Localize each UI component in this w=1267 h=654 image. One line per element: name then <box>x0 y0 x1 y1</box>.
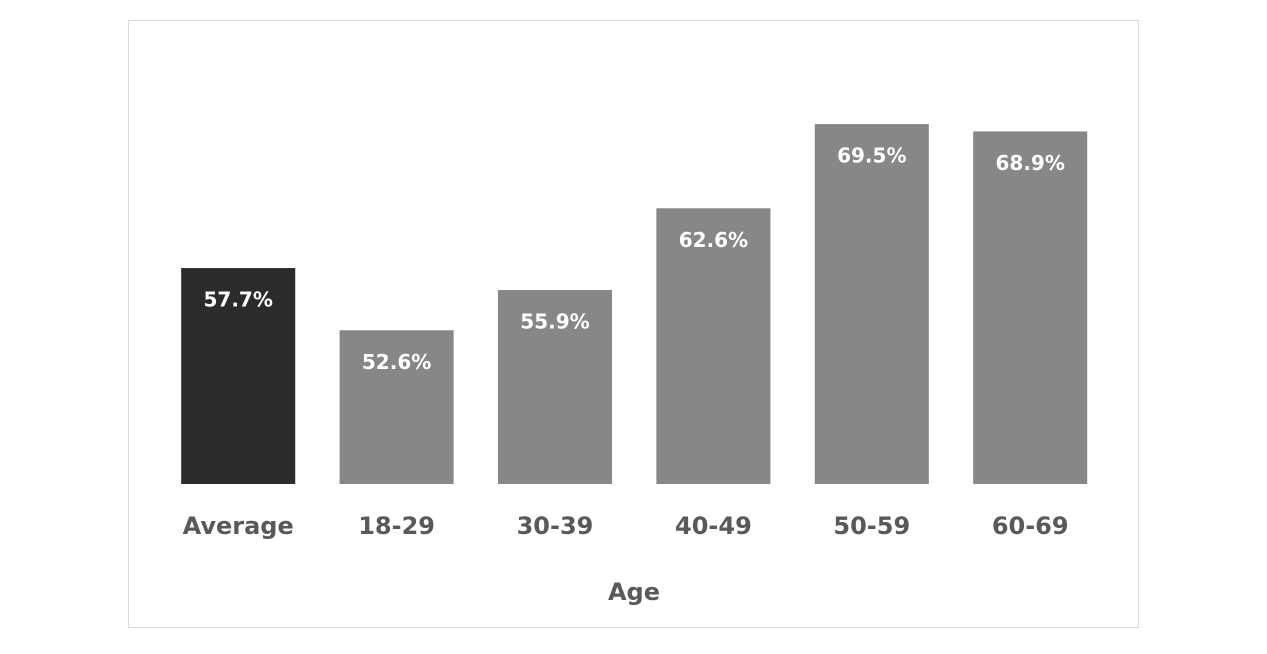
value-label: 55.9% <box>520 310 589 334</box>
bar <box>656 208 771 484</box>
value-label: 69.5% <box>837 144 906 168</box>
x-tick-label: 18-29 <box>358 512 435 540</box>
x-tick-label: 30-39 <box>517 512 594 540</box>
x-tick-label: Average <box>183 512 294 540</box>
x-tick-label: 40-49 <box>675 512 752 540</box>
bar <box>814 124 929 484</box>
value-label: 57.7% <box>204 288 273 312</box>
value-label: 62.6% <box>679 228 748 252</box>
bar <box>497 290 613 484</box>
bar <box>181 268 296 484</box>
bar <box>973 131 1088 485</box>
x-tick-label: 60-69 <box>992 512 1069 540</box>
value-label: 68.9% <box>996 151 1065 175</box>
chart-frame <box>128 20 1139 628</box>
x-tick-label: 50-59 <box>833 512 910 540</box>
bar <box>339 330 454 484</box>
x-axis-title: Age <box>608 578 660 606</box>
value-label: 52.6% <box>362 350 431 374</box>
